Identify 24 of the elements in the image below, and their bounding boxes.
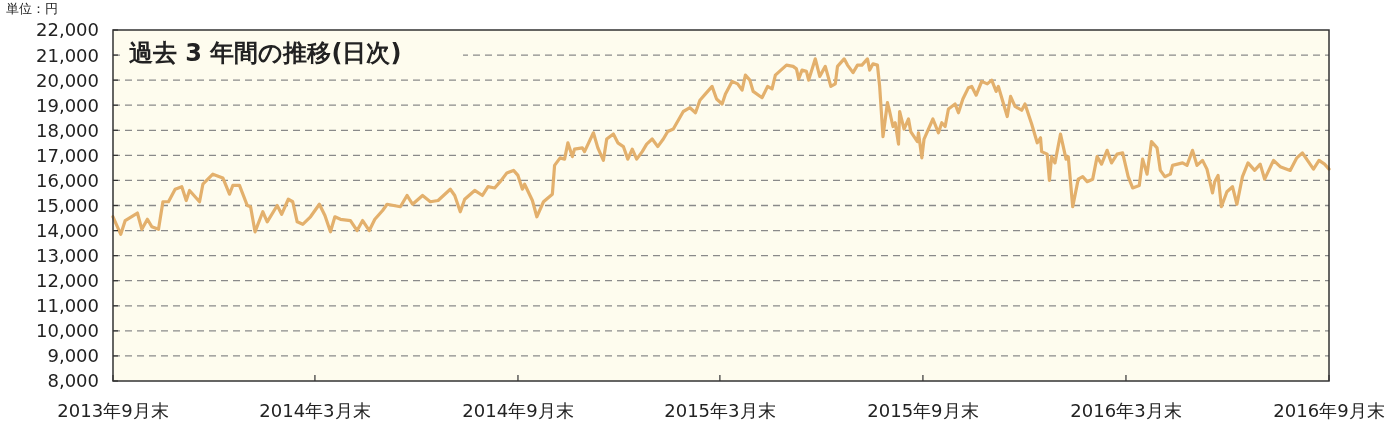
- y-tick-label: 9,000: [47, 345, 99, 367]
- chart-title: 過去 3 年間の推移(日次): [129, 39, 402, 67]
- x-tick-label: 2014年9月末: [462, 400, 574, 421]
- y-tick-label: 22,000: [36, 19, 99, 41]
- y-tick-label: 19,000: [36, 94, 99, 116]
- y-axis-title: 単位：円: [6, 1, 58, 16]
- x-tick-label: 2015年3月末: [664, 400, 776, 421]
- y-tick-label: 18,000: [36, 119, 99, 141]
- y-tick-label: 15,000: [36, 194, 99, 216]
- y-tick-label: 20,000: [36, 69, 99, 91]
- x-tick-label: 2014年3月末: [259, 400, 371, 421]
- y-tick-label: 8,000: [47, 370, 99, 392]
- y-tick-label: 17,000: [36, 144, 99, 166]
- x-tick-label: 2013年9月末: [57, 400, 169, 421]
- y-tick-label: 21,000: [36, 44, 99, 66]
- x-tick-label: 2016年3月末: [1070, 400, 1182, 421]
- y-tick-label: 11,000: [36, 295, 99, 317]
- y-tick-label: 13,000: [36, 245, 99, 267]
- x-tick-label: 2016年9月末: [1273, 400, 1385, 421]
- y-tick-label: 10,000: [36, 320, 99, 342]
- y-tick-label: 16,000: [36, 169, 99, 191]
- x-tick-label: 2015年9月末: [867, 400, 979, 421]
- y-tick-label: 12,000: [36, 270, 99, 292]
- y-tick-label: 14,000: [36, 220, 99, 242]
